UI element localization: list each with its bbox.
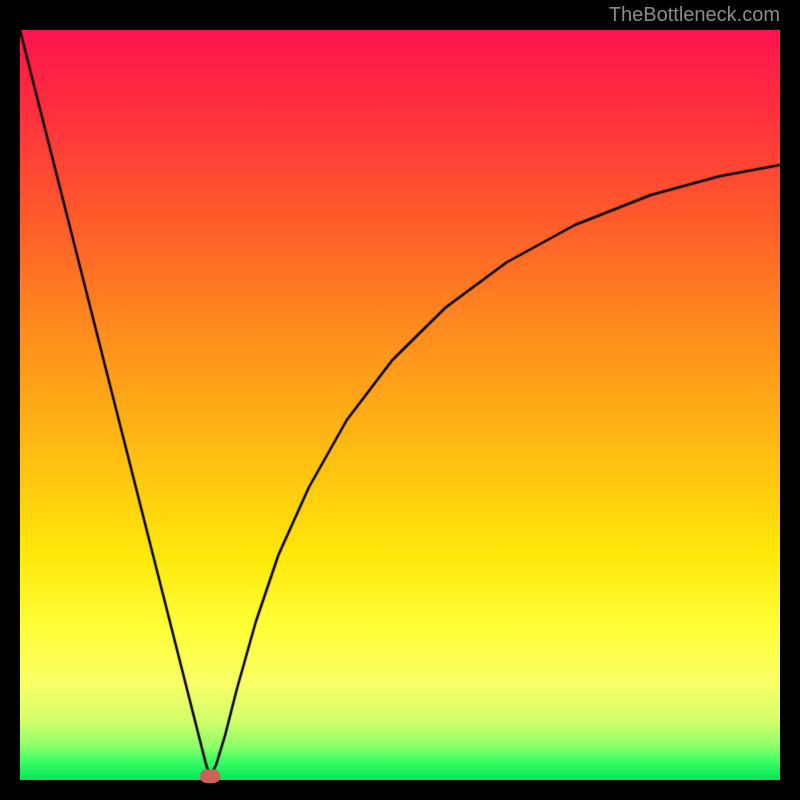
curve-canvas bbox=[20, 30, 780, 780]
curve-minimum-marker bbox=[200, 770, 220, 784]
chart-frame: TheBottleneck.com bbox=[0, 0, 800, 800]
watermark-text: TheBottleneck.com bbox=[609, 4, 780, 27]
plot-area bbox=[20, 30, 780, 780]
